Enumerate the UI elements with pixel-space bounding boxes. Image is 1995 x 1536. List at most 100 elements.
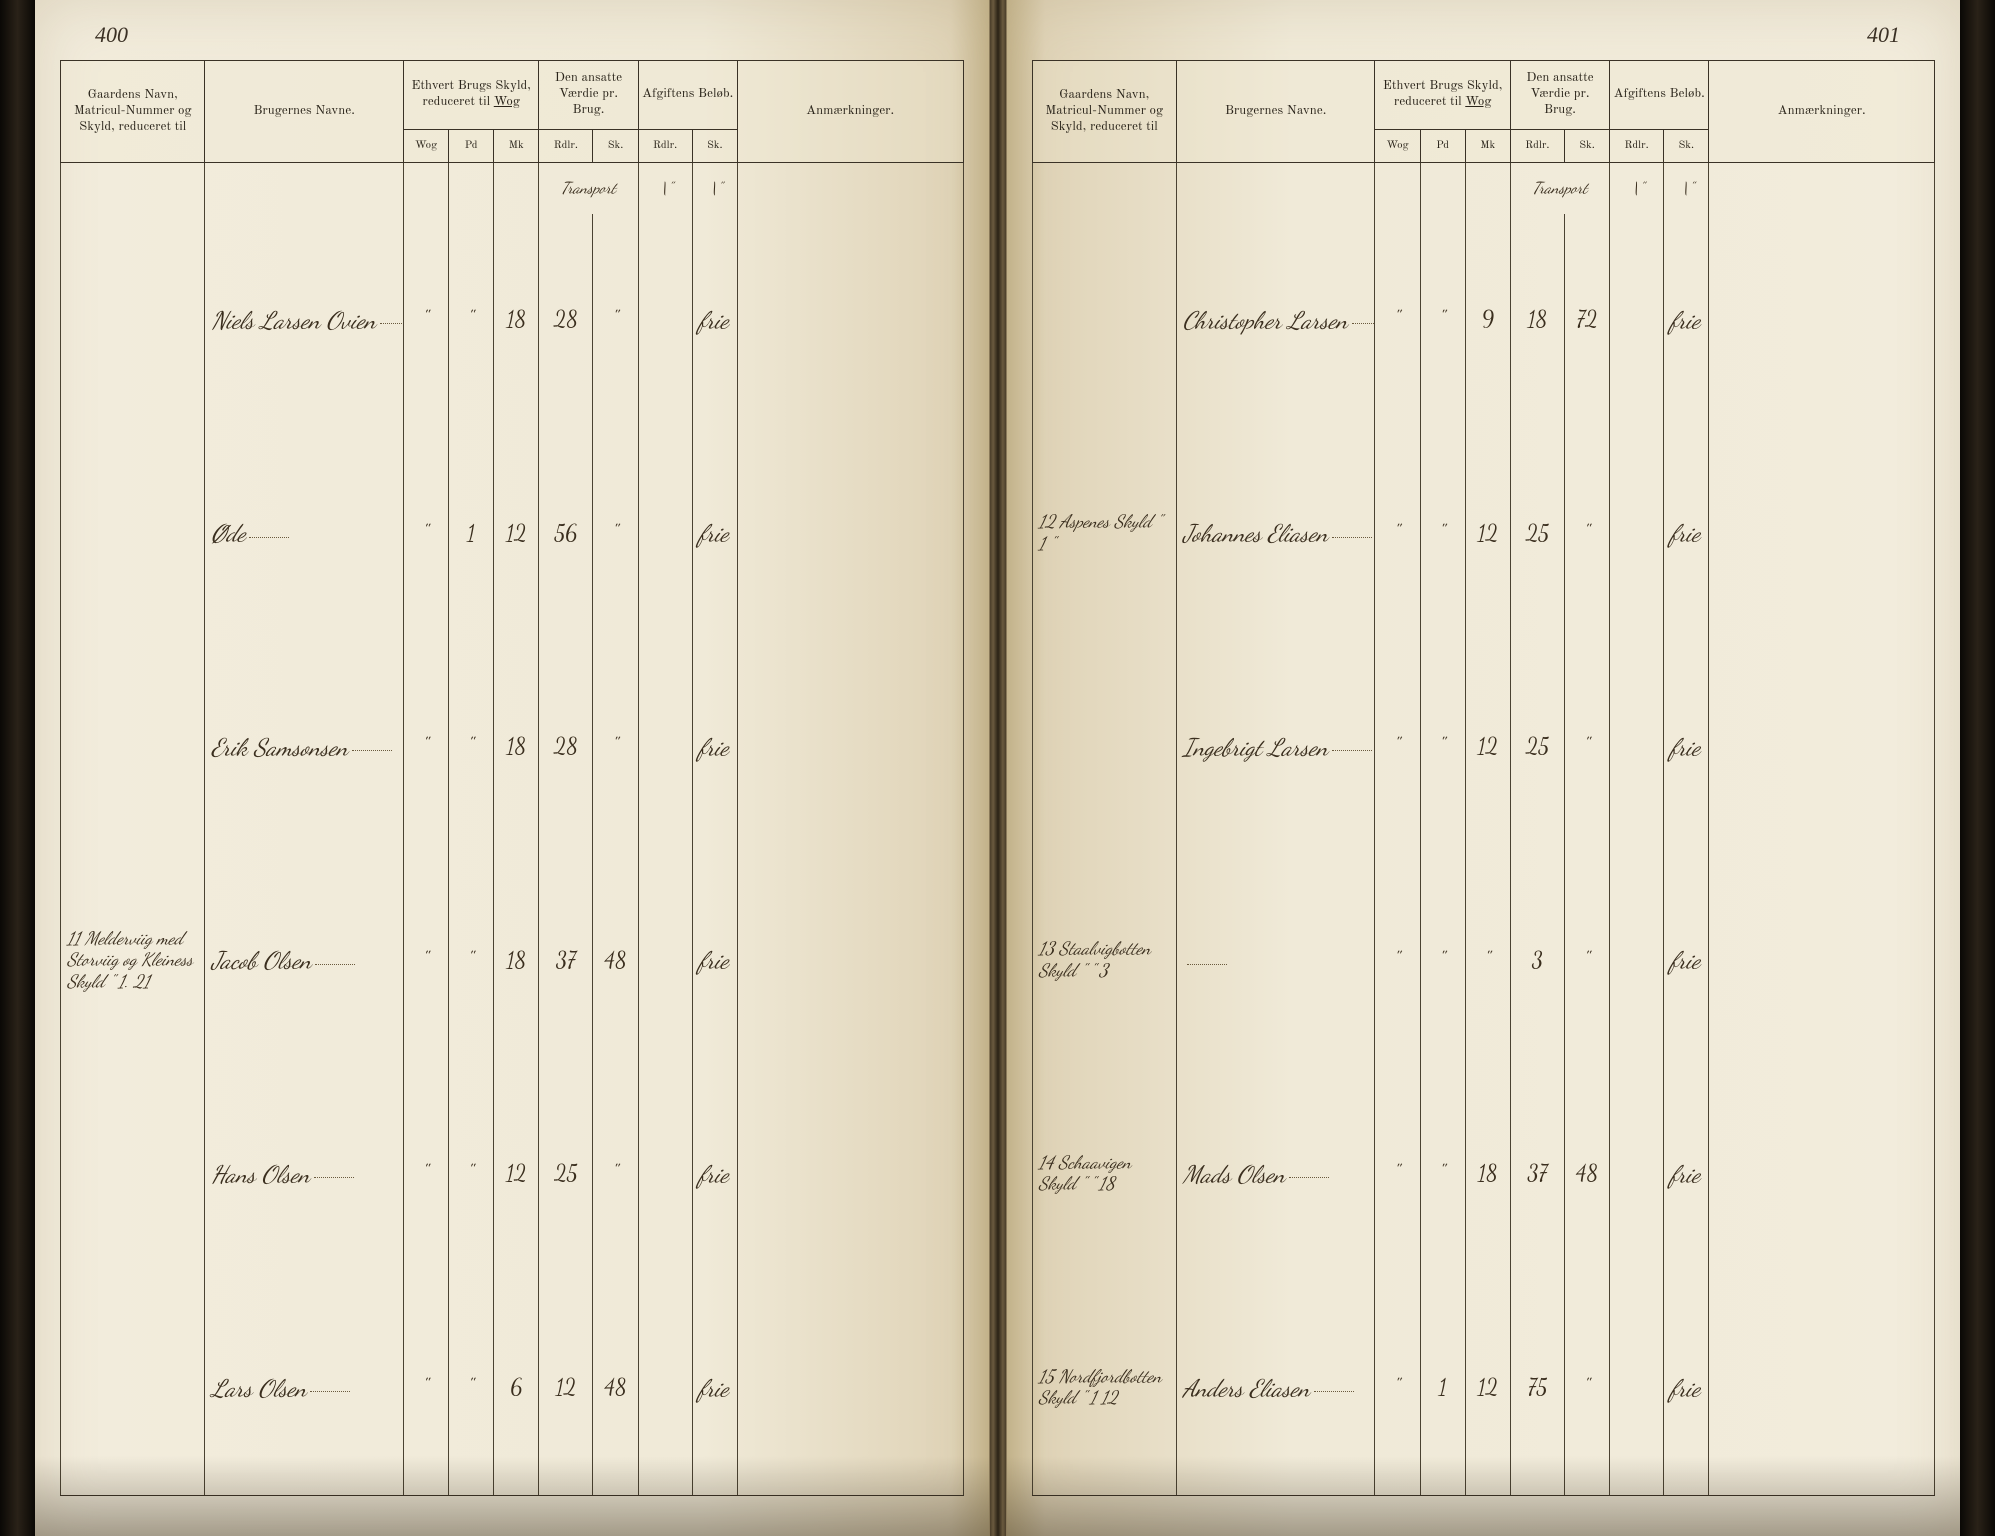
ledger-cell: Niels Larsen Ovien <box>205 214 404 428</box>
ledger-cell <box>1610 1281 1664 1495</box>
ledger-row: 12 Aspenes Skyld " 1 "Johannes Eliasen""… <box>1032 427 1935 641</box>
sub-pd-r: Pd <box>1420 130 1465 163</box>
ledger-cell: frie <box>692 641 737 855</box>
ledger-cell: Ingebrigt Larsen <box>1176 641 1375 855</box>
ledger-cell: " <box>1420 427 1465 641</box>
ledger-cell: " <box>403 427 448 641</box>
ledger-cell <box>1709 854 1935 1068</box>
ledger-cell: " <box>1564 1281 1609 1495</box>
ledger-cell: frie <box>1664 854 1709 1068</box>
ledger-cell <box>638 427 692 641</box>
ledger-cell: 25 <box>1510 641 1564 855</box>
ledger-cell: " <box>449 214 494 428</box>
sub-sk2-r: Sk. <box>1664 130 1709 163</box>
sub-sk: Sk. <box>593 130 638 163</box>
ledger-cell: Jacob Olsen <box>205 854 404 1068</box>
ledger-cell: frie <box>692 214 737 428</box>
ledger-cell: frie <box>1664 214 1709 428</box>
ledger-table-right: Gaardens Navn, Matricul-Nummer og Skyld,… <box>1032 60 1936 1496</box>
ledger-cell: frie <box>1664 427 1709 641</box>
ledger-cell: 13 Staalvigbotten Skyld " " 3 <box>1032 854 1176 1068</box>
ledger-row: 14 Schaavigen Skyld " " 18Mads Olsen""18… <box>1032 1068 1935 1282</box>
ledger-cell: " <box>403 1281 448 1495</box>
header-vaerdie-r: Den ansatte Værdie pr. Brug. <box>1510 61 1609 130</box>
ledger-cell <box>737 641 963 855</box>
ledger-cell: 1 <box>449 427 494 641</box>
ledger-cell <box>737 1068 963 1282</box>
ledger-cell: 18 <box>1465 1068 1510 1282</box>
ledger-cell <box>1709 1281 1935 1495</box>
header-gaard: Gaardens Navn, Matricul-Nummer og Skyld,… <box>61 61 205 163</box>
ledger-cell: Hans Olsen <box>205 1068 404 1282</box>
ledger-row: Ingebrigt Larsen""1225"frie <box>1032 641 1935 855</box>
ledger-cell: " <box>1420 641 1465 855</box>
ledger-cell: " <box>449 854 494 1068</box>
ledger-cell: 72 <box>1564 214 1609 428</box>
transport-row: Transport \"\" <box>61 163 964 214</box>
sub-rdlr-r: Rdlr. <box>1510 130 1564 163</box>
ledger-cell: 1 <box>1420 1281 1465 1495</box>
ledger-cell: Erik Samsonsen <box>205 641 404 855</box>
ledger-cell: " <box>1375 427 1420 641</box>
header-skyld-unit: Wog <box>494 96 520 109</box>
ledger-body-left: Transport \"\" Niels Larsen Ovien""1828"… <box>61 163 964 1496</box>
ledger-body-right: Transport \"\" Christopher Larsen""91872… <box>1032 163 1935 1496</box>
ledger-cell: " <box>449 641 494 855</box>
ledger-cell: 18 <box>1510 214 1564 428</box>
ledger-cell: frie <box>1664 641 1709 855</box>
header-gaard-r: Gaardens Navn, Matricul-Nummer og Skyld,… <box>1032 61 1176 163</box>
ledger-cell: " <box>1564 641 1609 855</box>
ledger-cell <box>1610 854 1664 1068</box>
ledger-cell <box>1709 427 1935 641</box>
ledger-cell: 18 <box>494 854 539 1068</box>
transport-label-r: Transport <box>1510 163 1609 214</box>
ledger-cell: 3 <box>1510 854 1564 1068</box>
ledger-cell <box>61 1281 205 1495</box>
sub-rdlr: Rdlr. <box>539 130 593 163</box>
ledger-cell: " <box>1375 214 1420 428</box>
ledger-row: 13 Staalvigbotten Skyld " " 3"""3"frie <box>1032 854 1935 1068</box>
book-spine <box>990 0 1006 1536</box>
ledger-cell: " <box>449 1068 494 1282</box>
ledger-cell: " <box>403 641 448 855</box>
sub-pd: Pd <box>449 130 494 163</box>
ledger-cell: frie <box>1664 1281 1709 1495</box>
ledger-table-left: Gaardens Navn, Matricul-Nummer og Skyld,… <box>60 60 964 1496</box>
ledger-cell: 11 Melderviig med Storviig og Kleiness S… <box>61 854 205 1068</box>
ledger-cell: 25 <box>539 1068 593 1282</box>
ledger-cell: 12 <box>1465 427 1510 641</box>
ledger-cell: 48 <box>1564 1068 1609 1282</box>
header-anm: Anmærkninger. <box>737 61 963 163</box>
ledger-cell <box>61 641 205 855</box>
header-anm-r: Anmærkninger. <box>1709 61 1935 163</box>
ledger-cell <box>638 214 692 428</box>
ledger-row: 15 Nordfjordbotten Skyld " 1 12Anders El… <box>1032 1281 1935 1495</box>
ledger-cell: 37 <box>539 854 593 1068</box>
ledger-cell: 12 <box>494 427 539 641</box>
ledger-cell: 37 <box>1510 1068 1564 1282</box>
ledger-cell: " <box>449 1281 494 1495</box>
ledger-cell: Mads Olsen <box>1176 1068 1375 1282</box>
ledger-cell <box>737 427 963 641</box>
ledger-cell: " <box>593 214 638 428</box>
ledger-row: Hans Olsen""1225"frie <box>61 1068 964 1282</box>
ledger-cell: " <box>1375 854 1420 1068</box>
ledger-cell: Anders Eliasen <box>1176 1281 1375 1495</box>
ledger-cell: 12 <box>1465 641 1510 855</box>
ledger-cell: 48 <box>593 854 638 1068</box>
header-afgift: Afgiftens Beløb. <box>638 61 737 130</box>
ledger-cell: " <box>403 214 448 428</box>
ledger-cell: " <box>593 427 638 641</box>
sub-rdlr2-r: Rdlr. <box>1610 130 1664 163</box>
ledger-cell: 25 <box>1510 427 1564 641</box>
ledger-cell <box>1610 1068 1664 1282</box>
ledger-cell: 75 <box>1510 1281 1564 1495</box>
ledger-cell: " <box>593 1068 638 1282</box>
header-vaerdie: Den ansatte Værdie pr. Brug. <box>539 61 638 130</box>
ledger-cell <box>737 214 963 428</box>
ledger-cell: 15 Nordfjordbotten Skyld " 1 12 <box>1032 1281 1176 1495</box>
ledger-row: Christopher Larsen""91872frie <box>1032 214 1935 428</box>
ledger-cell: " <box>1375 1068 1420 1282</box>
ledger-cell: frie <box>1664 1068 1709 1282</box>
ledger-cell: Johannes Eliasen <box>1176 427 1375 641</box>
